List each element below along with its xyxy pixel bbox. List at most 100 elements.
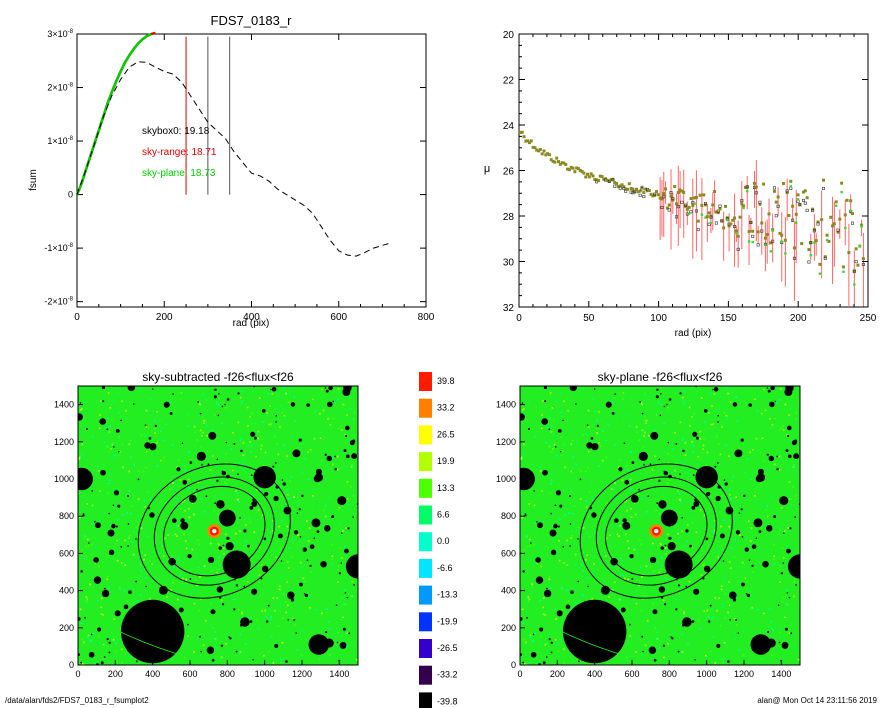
noise-pixel (264, 555, 267, 558)
masked-star (715, 495, 721, 502)
masked-star (530, 651, 537, 658)
masked-star (304, 593, 309, 598)
noise-pixel (188, 450, 190, 453)
noise-pixel (227, 539, 229, 542)
masked-star (326, 455, 333, 462)
noise-pixel (680, 651, 683, 653)
noise-pixel (185, 547, 188, 550)
noise-pixel (779, 581, 781, 583)
skybox-point (709, 215, 713, 219)
sky-annotation: sky-plane: 18.73 (142, 168, 216, 179)
noise-pixel (109, 425, 111, 428)
noise-pixel (287, 401, 290, 404)
noise-pixel (679, 608, 682, 611)
noise-pixel (181, 577, 184, 580)
masked-star (717, 462, 719, 464)
noise-pixel (630, 487, 633, 490)
noise-pixel (722, 606, 725, 609)
noise-pixel (174, 505, 177, 508)
masked-star (681, 516, 683, 519)
masked-star (766, 453, 769, 456)
sky-plane-point (842, 270, 845, 273)
y-tick-label: 600 (501, 548, 516, 558)
sky-plane-point (769, 250, 773, 253)
masked-region (120, 599, 185, 664)
noise-pixel (201, 394, 204, 396)
noise-pixel (787, 527, 789, 529)
noise-pixel (636, 513, 638, 516)
masked-star (301, 494, 304, 498)
noise-pixel (272, 662, 275, 664)
sky-annotation: skybox0: 19.18 (142, 126, 210, 137)
noise-pixel (87, 545, 90, 547)
noise-pixel (555, 454, 558, 457)
profile-point (758, 202, 762, 206)
noise-pixel (527, 401, 530, 403)
skybox-point (798, 203, 802, 207)
noise-pixel (644, 393, 647, 395)
masked-star (327, 401, 333, 408)
x-tick-label: 0 (516, 313, 522, 324)
noise-pixel (669, 539, 671, 542)
masked-star (662, 644, 666, 647)
noise-pixel (236, 492, 239, 495)
noise-pixel (132, 553, 135, 556)
profile-point (776, 195, 780, 199)
noise-pixel (735, 496, 738, 498)
noise-pixel (719, 625, 722, 627)
masked-star (273, 495, 279, 502)
noise-pixel (711, 405, 713, 407)
profile-point (689, 197, 693, 201)
noise-pixel (122, 466, 124, 469)
noise-pixel (772, 514, 774, 517)
noise-pixel (164, 663, 167, 665)
noise-pixel (699, 430, 702, 433)
noise-pixel (663, 451, 666, 454)
noise-pixel (630, 508, 632, 510)
masked-star (767, 389, 771, 393)
masked-star (705, 537, 709, 541)
noise-pixel (250, 445, 253, 447)
skybox-point (629, 190, 633, 194)
noise-pixel (285, 392, 287, 395)
x-tick-label: 1000 (697, 669, 717, 679)
noise-pixel (602, 430, 604, 433)
profile-point (533, 146, 537, 150)
noise-pixel (780, 641, 783, 644)
masked-star (659, 414, 662, 417)
noise-pixel (552, 448, 554, 450)
noise-pixel (697, 619, 700, 622)
masked-star (794, 439, 798, 443)
masked-star (221, 405, 224, 408)
masked-star (535, 557, 541, 563)
noise-pixel (664, 547, 667, 549)
x-tick-label: 1200 (734, 669, 754, 679)
masked-star (332, 400, 335, 403)
profile-point (747, 230, 751, 234)
noise-pixel (280, 658, 282, 660)
skybox-point (812, 229, 816, 233)
masked-region (222, 550, 251, 579)
noise-pixel (144, 554, 146, 556)
noise-pixel (594, 410, 596, 412)
noise-pixel (792, 486, 795, 488)
noise-pixel (111, 457, 113, 459)
y-tick-times: ×10 (52, 83, 67, 93)
colorbar: 39.833.226.519.913.36.60.0-6.6-13.3-19.9… (419, 372, 458, 708)
x-tick-label: 400 (145, 669, 160, 679)
y-tick-mantissa: 0 (68, 190, 73, 200)
noise-pixel (217, 568, 220, 571)
noise-pixel (651, 542, 654, 545)
masked-star (631, 461, 635, 464)
y-tick-exponent: -8 (68, 297, 74, 303)
masked-star (624, 479, 630, 485)
noise-pixel (319, 437, 322, 440)
masked-star (154, 424, 158, 428)
masked-star (769, 401, 775, 408)
noise-pixel (528, 598, 530, 600)
noise-pixel (199, 498, 202, 501)
masked-star (741, 582, 745, 587)
profile-point (802, 190, 806, 194)
noise-pixel (564, 514, 566, 516)
skybox-point (861, 262, 865, 266)
